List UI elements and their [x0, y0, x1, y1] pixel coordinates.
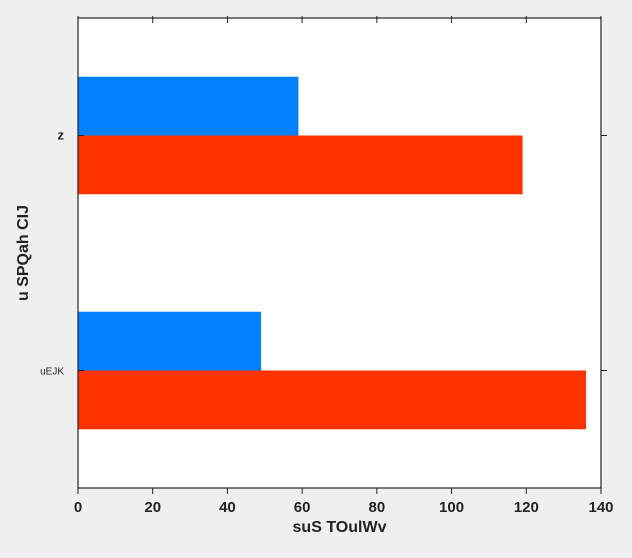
y-tick-label: z [58, 128, 65, 143]
x-tick-label: 20 [144, 499, 161, 516]
y-tick-label: uEJK [40, 367, 64, 378]
bar-uEJK-series-2 [78, 311, 262, 371]
bars-layer [78, 76, 587, 430]
x-axis-title: suS TOulWv [293, 519, 387, 536]
ticks-layer: uEJK z 0 20 40 60 80 100 120 140 [40, 16, 614, 516]
x-tick-label: 80 [369, 499, 386, 516]
x-tick-label: 0 [74, 499, 82, 516]
x-tick-label: 100 [439, 499, 464, 516]
x-tick-label: 40 [219, 499, 236, 516]
bar-z-series-1 [78, 135, 523, 195]
bar-uEJK-series-1 [78, 370, 587, 430]
bar-z-series-2 [78, 76, 299, 136]
x-tick-label: 120 [514, 499, 539, 516]
plot-frame [77, 17, 602, 489]
x-tick-label: 60 [294, 499, 311, 516]
y-axis-title: u SPQah CIJ [15, 205, 32, 301]
x-tick-label: 140 [588, 499, 613, 516]
